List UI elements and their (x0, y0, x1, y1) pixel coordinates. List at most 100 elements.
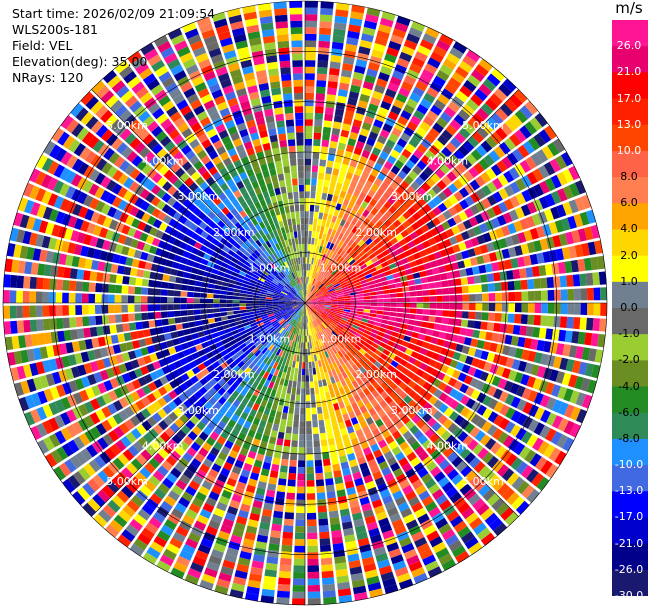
velocity-gate (572, 274, 581, 287)
velocity-gate (154, 288, 162, 296)
velocity-gate (68, 305, 76, 316)
velocity-gate (288, 406, 294, 414)
velocity-gate (170, 228, 180, 238)
velocity-gate (308, 308, 313, 315)
velocity-gate (377, 135, 387, 145)
velocity-gate (295, 512, 305, 520)
velocity-gate (261, 347, 268, 354)
velocity-gate (390, 303, 397, 307)
velocity-gate (315, 106, 324, 114)
velocity-gate (302, 297, 305, 303)
velocity-gate (300, 394, 305, 402)
velocity-gate (560, 303, 568, 315)
velocity-gate (216, 145, 227, 156)
velocity-gate (348, 314, 356, 319)
velocity-gate (491, 332, 500, 343)
velocity-gate (331, 347, 338, 354)
velocity-gate (311, 297, 318, 301)
velocity-gate (441, 129, 453, 141)
velocity-gate (368, 527, 381, 537)
velocity-gate (384, 377, 393, 386)
velocity-gate (320, 199, 326, 207)
velocity-gate (316, 485, 325, 493)
velocity-gate (296, 292, 301, 299)
velocity-gate (144, 151, 156, 163)
velocity-gate (139, 146, 151, 158)
velocity-gate (163, 169, 174, 180)
velocity-gate (311, 165, 319, 173)
velocity-gate (162, 214, 173, 225)
velocity-gate (469, 426, 481, 438)
velocity-gate (311, 300, 319, 303)
velocity-gate (206, 303, 214, 309)
velocity-gate (213, 312, 221, 318)
velocity-gate (374, 349, 383, 357)
velocity-gate (329, 289, 336, 294)
velocity-gate (335, 203, 342, 211)
velocity-gate (467, 135, 480, 148)
velocity-gate (473, 162, 485, 174)
velocity-gate (284, 261, 289, 268)
velocity-gate (291, 333, 295, 341)
velocity-gate (315, 340, 320, 348)
velocity-gate (201, 282, 209, 288)
velocity-gate (388, 205, 397, 214)
velocity-gate (333, 262, 340, 269)
velocity-gate (251, 218, 259, 226)
velocity-gate (189, 273, 197, 280)
velocity-gate (302, 348, 305, 356)
velocity-gate (267, 274, 275, 280)
velocity-gate (298, 291, 302, 298)
velocity-gate (370, 303, 378, 307)
velocity-gate (305, 99, 314, 107)
velocity-gate (406, 370, 416, 380)
velocity-gate (314, 387, 320, 395)
velocity-gate (505, 407, 516, 420)
velocity-gate (206, 351, 214, 359)
velocity-gate (259, 309, 267, 313)
velocity-gate (336, 415, 344, 424)
velocity-gate (210, 369, 219, 378)
velocity-gate (292, 224, 297, 232)
velocity-gate (183, 328, 191, 336)
velocity-gate (283, 277, 289, 284)
velocity-gate (277, 317, 284, 323)
velocity-gate (381, 280, 389, 286)
velocity-gate (305, 296, 307, 303)
velocity-gate (269, 262, 276, 269)
velocity-gate (251, 252, 259, 260)
velocity-gate (310, 191, 316, 199)
velocity-gate (493, 322, 501, 332)
velocity-gate (243, 215, 251, 224)
velocity-gate (213, 374, 223, 383)
velocity-gate (308, 292, 314, 298)
velocity-gate (277, 40, 290, 49)
velocity-gate (377, 303, 384, 307)
velocity-gate (333, 317, 341, 323)
velocity-gate (400, 323, 408, 330)
velocity-gate (219, 107, 231, 118)
velocity-gate (239, 330, 247, 336)
velocity-gate (322, 452, 330, 460)
velocity-gate (401, 81, 414, 92)
velocity-gate (259, 199, 267, 207)
velocity-gate (362, 332, 370, 339)
velocity-gate (258, 254, 266, 262)
velocity-gate (105, 367, 115, 379)
velocity-gate (136, 424, 147, 436)
velocity-gate (338, 502, 349, 511)
velocity-gate (202, 276, 210, 283)
velocity-gate (395, 312, 403, 318)
velocity-gate (203, 329, 212, 336)
velocity-gate (349, 349, 357, 357)
velocity-gate (501, 225, 511, 237)
velocity-gate (321, 268, 327, 276)
velocity-gate (465, 410, 476, 422)
velocity-gate (226, 229, 235, 238)
velocity-gate (336, 311, 343, 315)
velocity-gate (301, 283, 304, 290)
velocity-gate (262, 284, 269, 289)
velocity-gate (203, 359, 212, 368)
velocity-gate (386, 325, 394, 331)
velocity-gate (276, 214, 283, 222)
